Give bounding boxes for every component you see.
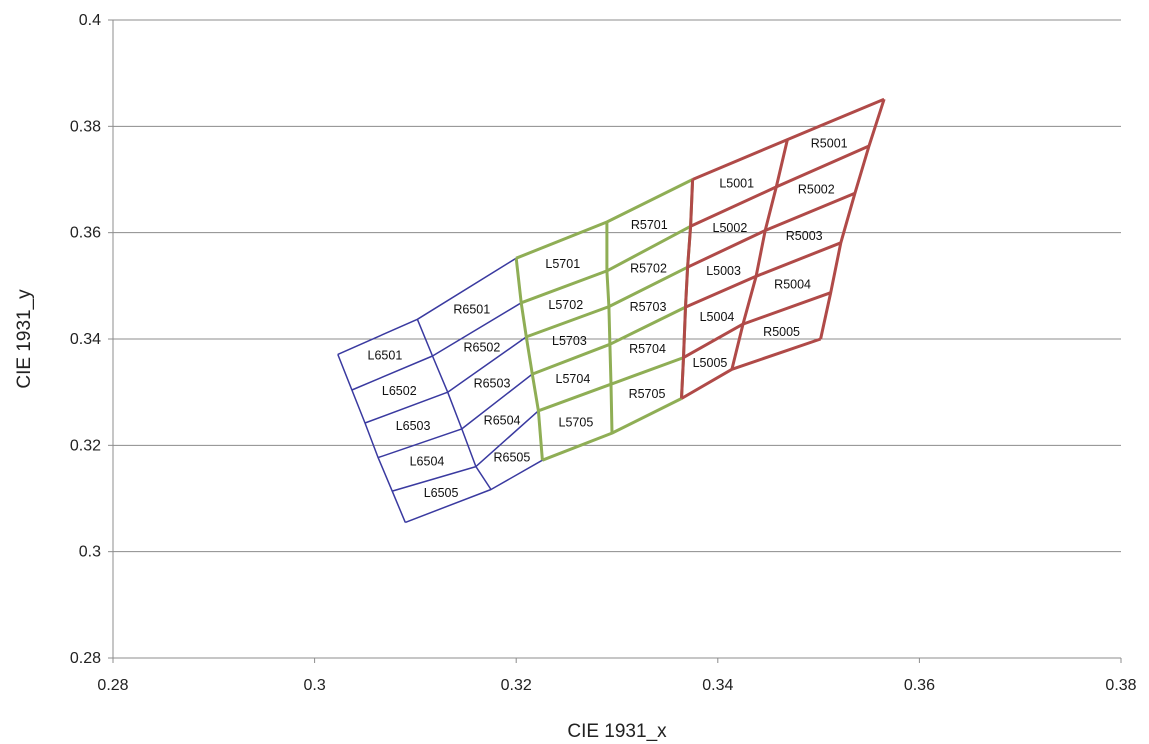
tick-labels: 0.28 0.3 0.32 0.34 0.36 0.38 0.4 0.28 0.3 0.32 0.3… (70, 12, 1137, 694)
axes (108, 19, 1122, 663)
y-tick-label: 0.3 (79, 544, 101, 561)
bin-label: L6503 (396, 419, 431, 433)
bin-labels: L6501 R6501 L6502 R6502 L6503 R6503 L6504 R6504… (368, 136, 848, 500)
y-axis-title: CIE 1931_y (14, 289, 35, 389)
x-tick-label: 0.3 (303, 677, 325, 694)
bin-boundary-line (337, 354, 406, 523)
bin-label: R5703 (630, 300, 667, 314)
bin-label: R5002 (798, 183, 835, 197)
bin-label: R5001 (811, 136, 848, 150)
bin-label: R6501 (453, 303, 490, 317)
bin-label: R5705 (629, 387, 666, 401)
y-tick-label: 0.36 (70, 225, 101, 242)
bin-label: R5004 (774, 278, 811, 292)
bin-label: L5705 (559, 416, 594, 430)
bin-label: L5004 (700, 310, 735, 324)
y-tick-label: 0.28 (70, 650, 101, 667)
bin-label: R5003 (786, 229, 823, 243)
bin-boundary-line (680, 179, 695, 399)
bin-label: L5702 (548, 298, 583, 312)
bin-boundary-line (689, 144, 870, 228)
y-tick-label: 0.34 (70, 331, 101, 348)
bin-label: R5704 (629, 342, 666, 356)
bin-label: L6505 (424, 486, 459, 500)
bin-label: L6504 (410, 455, 445, 469)
bin-grid (337, 257, 544, 524)
x-tick-label: 0.34 (702, 677, 733, 694)
bin-label: L6502 (382, 384, 417, 398)
x-tick-label: 0.32 (501, 677, 532, 694)
bin-label: L6501 (368, 349, 403, 363)
bin-boundary-line (416, 319, 492, 490)
bin-label: R6503 (474, 377, 511, 391)
bin-boundary-line (605, 222, 614, 434)
bin-boundary-line (819, 98, 886, 340)
bin-grids (337, 97, 886, 524)
bin-label: L5001 (719, 177, 754, 191)
y-tick-label: 0.38 (70, 118, 101, 135)
bin-label: R5005 (763, 325, 800, 339)
x-tick-label: 0.36 (904, 677, 935, 694)
bin-label: L5704 (556, 372, 591, 386)
bin-boundary-line (692, 97, 885, 181)
x-tick-label: 0.28 (97, 677, 128, 694)
gridlines (113, 19, 1121, 553)
bin-label: R5701 (631, 218, 668, 232)
bin-label: R5702 (630, 261, 667, 275)
bin-label: R6505 (493, 450, 530, 464)
bin-label: L5701 (545, 257, 580, 271)
y-tick-label: 0.4 (79, 12, 101, 29)
x-tick-label: 0.38 (1105, 677, 1136, 694)
bin-label: R6502 (463, 341, 500, 355)
bin-label: L5003 (706, 264, 741, 278)
bin-boundary-line (682, 291, 832, 359)
x-axis-title: CIE 1931_x (567, 721, 667, 742)
bin-grid (680, 97, 886, 400)
bin-label: L5005 (693, 356, 728, 370)
y-tick-label: 0.32 (70, 437, 101, 454)
bin-label: L5703 (552, 334, 587, 348)
bin-boundary-line (730, 139, 789, 370)
bin-label: L5002 (713, 221, 748, 235)
bin-boundary-line (514, 258, 544, 461)
bin-label: R6504 (484, 414, 521, 428)
